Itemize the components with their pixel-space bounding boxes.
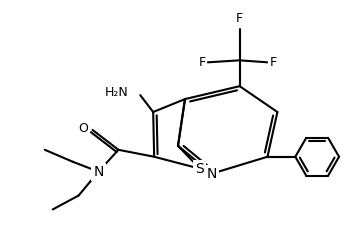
Text: F: F [199,56,206,69]
Text: F: F [236,12,243,24]
Text: N: N [93,165,104,179]
Text: H₂N: H₂N [105,86,128,99]
Text: N: N [207,167,217,181]
Text: F: F [269,56,277,69]
Text: O: O [79,122,89,135]
Text: S: S [195,162,204,176]
